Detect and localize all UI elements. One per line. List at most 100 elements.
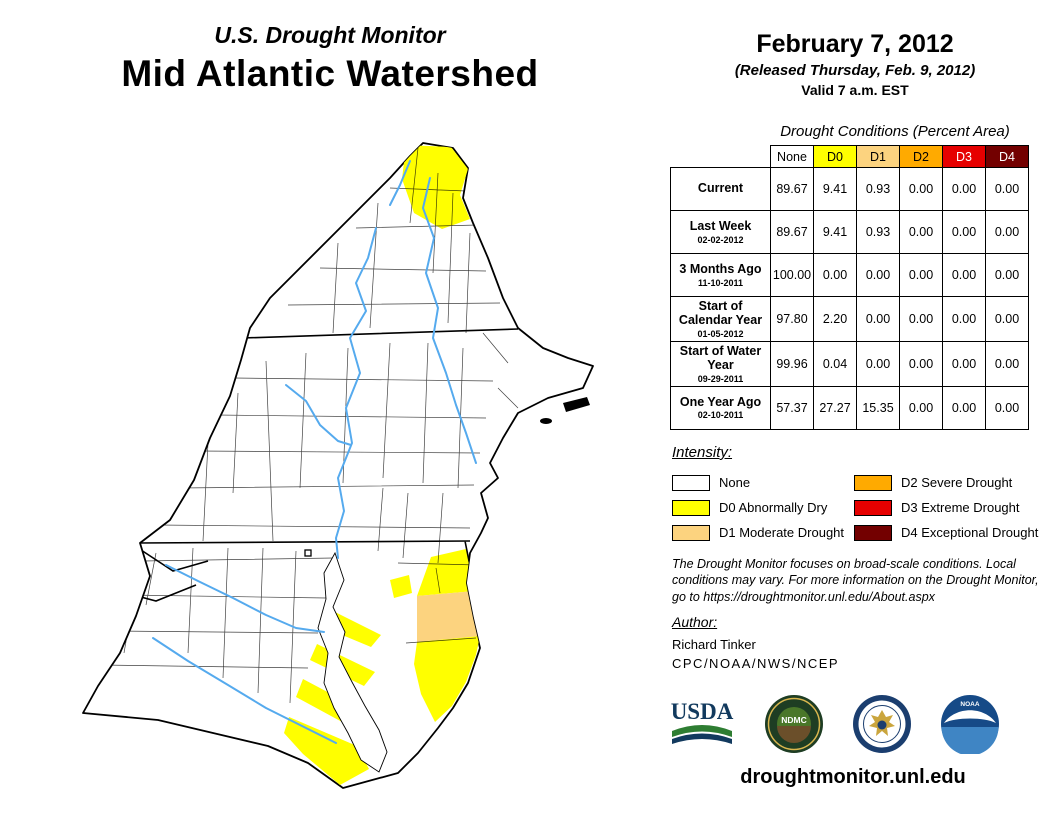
legend-swatch-d3 <box>854 499 892 516</box>
intensity-legend: Intensity: None D0 Abnormally Dry D1 Mod… <box>672 444 1044 545</box>
table-row: Start of Calendar Year 01-05-2012 97.80 … <box>670 296 1029 342</box>
cell: 9.41 <box>813 167 857 211</box>
cell: 0.00 <box>899 340 943 387</box>
cell: 0.00 <box>856 253 900 297</box>
doc-center-dot <box>877 720 887 730</box>
author-heading: Author: <box>672 614 718 630</box>
cell: 0.93 <box>856 167 900 211</box>
report-series-title: U.S. Drought Monitor <box>214 22 446 48</box>
cell: 0.00 <box>985 253 1029 297</box>
ndmc-earth <box>777 726 811 743</box>
row-label-text: One Year Ago <box>679 394 762 409</box>
cell: 15.35 <box>856 385 900 430</box>
cell: 0.00 <box>985 296 1029 342</box>
noaa-logo-text: NOAA <box>960 701 979 708</box>
rivers <box>152 160 477 744</box>
legend-grid: None D0 Abnormally Dry D1 Moderate Droug… <box>672 470 1044 545</box>
legend-item-d4: D4 Exceptional Drought <box>854 520 1044 545</box>
table-caption: Drought Conditions (Percent Area) <box>780 123 1010 140</box>
legend-title: Intensity: <box>672 444 733 461</box>
legend-label: D1 Moderate Drought <box>719 525 845 540</box>
cell: 0.00 <box>985 167 1029 211</box>
valid-time: Valid 7 a.m. EST <box>801 82 909 98</box>
legend-swatch-d4 <box>854 524 892 541</box>
noaa-sea <box>941 727 999 754</box>
row-label-text: Start of Water Year <box>679 343 762 373</box>
row-header: Start of Calendar Year 01-05-2012 <box>670 296 771 342</box>
noaa-logo: NOAA <box>941 695 999 754</box>
row-header: Last Week 02-02-2012 <box>670 210 771 254</box>
noaa-bird <box>944 710 996 723</box>
table-row: 3 Months Ago 11-10-2011 100.00 0.00 0.00… <box>670 253 1029 297</box>
legend-item-d0: D0 Abnormally Dry <box>672 495 854 520</box>
row-label-text: 3 Months Ago <box>679 262 762 277</box>
author-block: Author: Richard Tinker CPC/NOAA/NWS/NCEP <box>672 614 839 671</box>
cell: 0.00 <box>899 385 943 430</box>
author-org: CPC/NOAA/NWS/NCEP <box>672 656 840 671</box>
cell: 99.96 <box>770 340 814 387</box>
d0-area-new-york <box>402 145 470 229</box>
cell: 89.67 <box>770 167 814 211</box>
d1-area-delmarva <box>417 591 480 642</box>
cell: 0.00 <box>985 385 1029 430</box>
ndmc-gold-ring <box>767 697 821 751</box>
cell: 0.00 <box>899 167 943 211</box>
cell: 0.00 <box>942 340 986 387</box>
doc-inner-ring <box>863 705 901 743</box>
drought-conditions-table: None D0 D1 D2 D3 D4 Current 89.67 9.41 0… <box>670 145 1029 430</box>
commerce-seal-logo <box>853 695 911 753</box>
column-header-d3: D3 <box>942 145 986 168</box>
row-header: One Year Ago 02-10-2011 <box>670 385 771 430</box>
cell: 0.00 <box>942 210 986 254</box>
legend-item-d3: D3 Extreme Drought <box>854 495 1044 520</box>
page-title: Mid Atlantic Watershed <box>121 53 539 94</box>
dc-marker <box>304 549 312 557</box>
cell: 57.37 <box>770 385 814 430</box>
cell: 0.00 <box>899 253 943 297</box>
cell: 89.67 <box>770 210 814 254</box>
row-label-text: Start of Calendar Year <box>678 299 763 328</box>
legend-label: D4 Exceptional Drought <box>901 525 1039 540</box>
report-date: February 7, 2012 <box>756 30 954 58</box>
chesapeake-bay <box>317 551 388 773</box>
usda-logo: USDA <box>671 699 734 744</box>
column-header-d0: D0 <box>813 145 857 168</box>
cell: 0.00 <box>942 167 986 211</box>
table-row: Last Week 02-02-2012 89.67 9.41 0.93 0.0… <box>670 210 1029 254</box>
legend-label: None <box>719 475 751 490</box>
report-title-block: U.S. Drought Monitor Mid Atlantic Waters… <box>60 22 600 95</box>
legend-item-d2: D2 Severe Drought <box>854 470 1044 495</box>
legend-label: D2 Severe Drought <box>901 475 1013 490</box>
author-name: Richard Tinker <box>672 637 756 652</box>
column-header-d4: D4 <box>985 145 1029 168</box>
column-header-none: None <box>770 145 814 168</box>
cell: 0.04 <box>813 340 857 387</box>
cell: 0.00 <box>942 253 986 297</box>
state-boundaries <box>95 328 519 602</box>
ndmc-logo-text: NDMC <box>781 715 807 725</box>
table-header-row: None D0 D1 D2 D3 D4 <box>671 145 1029 168</box>
cell: 0.00 <box>985 210 1029 254</box>
legend-item-d1: D1 Moderate Drought <box>672 520 854 545</box>
cell: 0.93 <box>856 210 900 254</box>
usda-blue-swoosh <box>672 733 732 744</box>
footer-url: droughtmonitor.unl.edu <box>740 766 966 788</box>
row-header: 3 Months Ago 11-10-2011 <box>670 253 771 297</box>
release-date: (Released Thursday, Feb. 9, 2012) <box>734 62 976 79</box>
row-header: Start of Water Year 09-29-2011 <box>670 340 771 387</box>
column-header-d2: D2 <box>899 145 943 168</box>
row-label-text: Current <box>697 181 744 196</box>
row-sublabel-text: 09-29-2011 <box>697 373 744 384</box>
drought-map <box>38 133 638 805</box>
legend-swatch-d2 <box>854 474 892 491</box>
cell: 27.27 <box>813 385 857 430</box>
cell: 100.00 <box>770 253 814 297</box>
disclaimer-text: The Drought Monitor focuses on broad-sca… <box>672 557 1039 604</box>
usda-logo-text: USDA <box>671 699 734 724</box>
cell: 0.00 <box>899 210 943 254</box>
cell: 0.00 <box>985 340 1029 387</box>
legend-swatch-d1 <box>672 524 710 541</box>
row-sublabel-text: 11-10-2011 <box>697 277 744 288</box>
row-sublabel-text: 02-10-2011 <box>697 410 744 421</box>
